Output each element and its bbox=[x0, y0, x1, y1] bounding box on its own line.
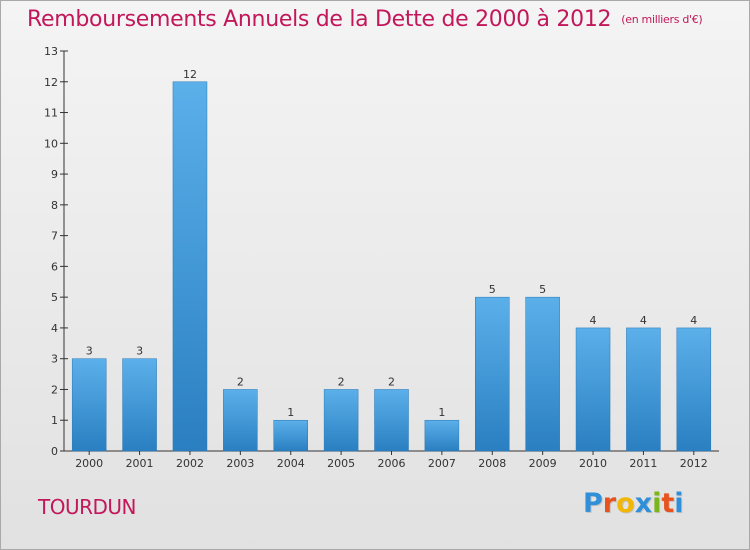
bar bbox=[223, 389, 258, 452]
x-tick-label: 2001 bbox=[126, 457, 154, 470]
proxiti-logo: Proxiti bbox=[583, 488, 684, 519]
bar-value-label: 5 bbox=[539, 283, 546, 296]
x-tick-label: 2005 bbox=[327, 457, 355, 470]
bar-value-label: 4 bbox=[690, 314, 697, 327]
bar bbox=[374, 389, 409, 452]
bar-value-label: 2 bbox=[237, 375, 244, 388]
x-tick-label: 2007 bbox=[428, 457, 456, 470]
y-tick-label: 10 bbox=[44, 137, 58, 150]
bar bbox=[626, 327, 661, 452]
x-tick-label: 2011 bbox=[629, 457, 657, 470]
x-tick-label: 2008 bbox=[478, 457, 506, 470]
y-tick-label: 5 bbox=[51, 291, 58, 304]
x-tick-label: 2010 bbox=[579, 457, 607, 470]
bar-value-label: 3 bbox=[86, 345, 93, 358]
logo-letter: i bbox=[652, 488, 662, 519]
bar-value-label: 2 bbox=[388, 375, 395, 388]
y-tick-label: 13 bbox=[44, 45, 58, 58]
bar bbox=[122, 358, 157, 452]
bar-value-label: 1 bbox=[287, 406, 294, 419]
y-tick-label: 6 bbox=[51, 260, 58, 273]
bar-value-label: 4 bbox=[590, 314, 597, 327]
x-tick-label: 2009 bbox=[529, 457, 557, 470]
logo-letter: t bbox=[661, 488, 675, 519]
x-tick-label: 2012 bbox=[680, 457, 708, 470]
logo-letter: o bbox=[616, 488, 635, 519]
title-text: Remboursements Annuels de la Dette de 20… bbox=[27, 7, 612, 32]
bar bbox=[71, 358, 107, 452]
y-tick-label: 12 bbox=[44, 76, 58, 89]
x-tick-label: 2003 bbox=[226, 457, 254, 470]
bar-value-label: 1 bbox=[438, 406, 445, 419]
logo-letter: r bbox=[602, 488, 617, 519]
x-tick-label: 2004 bbox=[277, 457, 305, 470]
bar bbox=[424, 419, 460, 452]
bar-value-label: 3 bbox=[136, 345, 143, 358]
logo-letter: P bbox=[583, 488, 603, 519]
bar-value-label: 12 bbox=[183, 68, 197, 81]
chart-title: Remboursements Annuels de la Dette de 20… bbox=[27, 7, 703, 32]
y-tick-label: 1 bbox=[51, 414, 58, 427]
y-tick-label: 0 bbox=[51, 445, 58, 458]
y-tick-label: 3 bbox=[51, 353, 58, 366]
y-tick-label: 4 bbox=[51, 322, 58, 335]
y-tick-label: 8 bbox=[51, 199, 58, 212]
y-tick-label: 2 bbox=[51, 383, 58, 396]
y-tick-label: 7 bbox=[51, 230, 58, 243]
y-tick-label: 9 bbox=[51, 168, 58, 181]
bar bbox=[676, 327, 712, 452]
logo-letter: i bbox=[674, 488, 684, 519]
logo-letter: x bbox=[634, 488, 653, 519]
bar bbox=[172, 81, 208, 452]
bar bbox=[273, 419, 308, 452]
x-tick-label: 2000 bbox=[75, 457, 103, 470]
bar-value-label: 4 bbox=[640, 314, 647, 327]
x-tick-label: 2006 bbox=[378, 457, 406, 470]
unit-label: (en milliers d'€) bbox=[621, 13, 703, 26]
y-tick-label: 11 bbox=[44, 107, 58, 120]
bar bbox=[575, 327, 611, 452]
x-tick-label: 2002 bbox=[176, 457, 204, 470]
bar bbox=[525, 296, 560, 452]
bar-value-label: 2 bbox=[338, 375, 345, 388]
commune-name: TOURDUN bbox=[38, 495, 137, 519]
bar-value-label: 5 bbox=[489, 283, 496, 296]
bar bbox=[323, 389, 359, 452]
bar-chart: 0123456789101112133200032001122002220031… bbox=[44, 45, 719, 470]
bar bbox=[475, 296, 510, 452]
